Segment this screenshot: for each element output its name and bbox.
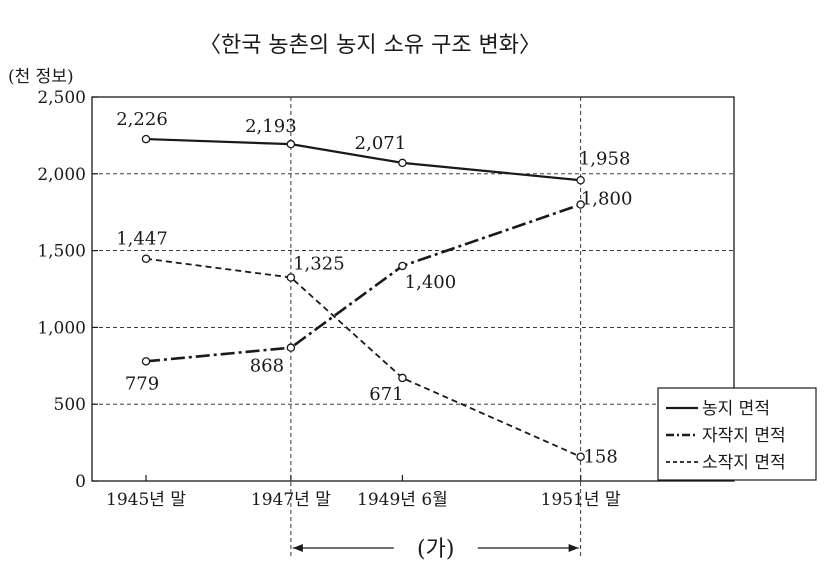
data-point bbox=[141, 357, 151, 366]
data-point bbox=[576, 200, 585, 209]
data-label: 2,071 bbox=[355, 133, 407, 154]
chart-title: 〈한국 농촌의 농지 소유 구조 변화〉 bbox=[199, 33, 541, 58]
data-point bbox=[286, 273, 296, 282]
x-tick-label: 1951년 말 bbox=[541, 490, 621, 510]
data-label: 1,400 bbox=[405, 272, 457, 293]
data-label: 671 bbox=[369, 384, 403, 405]
data-point bbox=[576, 176, 585, 185]
data-label: 1,447 bbox=[116, 229, 168, 250]
series-line bbox=[145, 257, 582, 458]
x-tick-label: 1949년 6월 bbox=[357, 490, 448, 510]
data-point bbox=[398, 158, 407, 168]
y-tick-label: 1,500 bbox=[37, 242, 86, 262]
data-label: 868 bbox=[250, 356, 284, 377]
data-label: 2,193 bbox=[245, 116, 297, 137]
x-tick-label: 1947년 말 bbox=[251, 490, 331, 510]
data-point bbox=[286, 139, 296, 149]
data-point bbox=[141, 134, 151, 144]
data-label: 158 bbox=[583, 447, 617, 468]
y-tick-label: 0 bbox=[75, 472, 86, 492]
data-point bbox=[141, 254, 151, 263]
legend-label: 소작지 면적 bbox=[702, 453, 786, 473]
data-point bbox=[576, 452, 585, 461]
data-point bbox=[398, 261, 407, 271]
plot-frame bbox=[91, 96, 735, 482]
data-label: 1,800 bbox=[581, 189, 633, 210]
annotation-label: (가) bbox=[417, 537, 454, 562]
arrowhead-left bbox=[292, 544, 303, 552]
data-label: 1,325 bbox=[293, 253, 345, 274]
arrowhead-right bbox=[568, 544, 579, 552]
x-tick-label: 1945년 말 bbox=[106, 490, 186, 510]
data-label: 1,958 bbox=[579, 148, 631, 169]
data-label: 779 bbox=[125, 373, 159, 394]
series-line bbox=[145, 203, 582, 363]
data-point bbox=[286, 343, 296, 352]
data-label: 2,226 bbox=[116, 109, 168, 130]
data-point bbox=[398, 373, 407, 383]
legend-label: 자작지 면적 bbox=[702, 426, 786, 446]
y-tick-label: 1,000 bbox=[37, 318, 86, 338]
y-tick-label: 500 bbox=[54, 395, 86, 415]
y-axis-unit: (천 정보) bbox=[8, 67, 74, 87]
series-line bbox=[145, 137, 581, 182]
y-tick-label: 2,500 bbox=[37, 88, 86, 108]
y-tick-label: 2,000 bbox=[37, 165, 86, 185]
legend-label: 농지 면적 bbox=[702, 399, 770, 419]
